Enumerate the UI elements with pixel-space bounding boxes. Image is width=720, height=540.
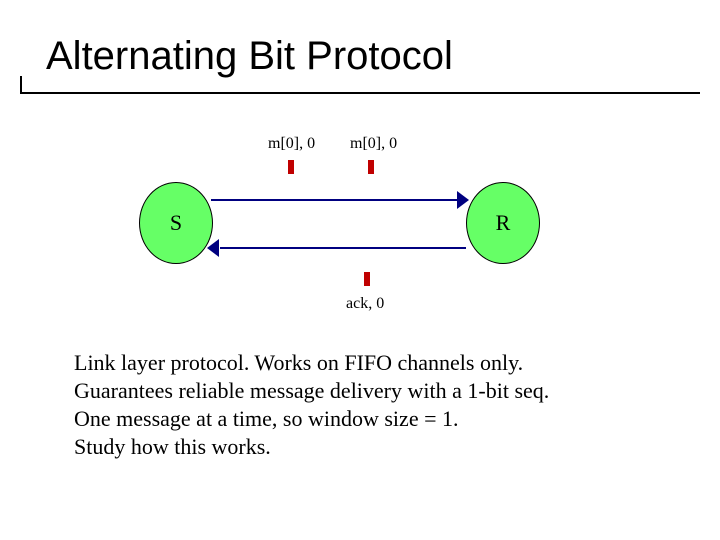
msg-label-top-right: m[0], 0 [350,135,397,153]
receiver-node: R [466,182,540,264]
msg-label-top-left: m[0], 0 [268,135,315,153]
tick-bottom [364,272,370,286]
tick-top-left [288,160,294,174]
forward-arrow-head [457,191,469,209]
body-line-1: Guarantees reliable message delivery wit… [74,378,549,404]
body-line-0: Link layer protocol. Works on FIFO chann… [74,350,523,376]
ack-label: ack, 0 [346,295,384,313]
tick-top-right [368,160,374,174]
title-underline [20,92,700,94]
body-line-2: One message at a time, so window size = … [74,406,458,432]
page-title: Alternating Bit Protocol [46,34,453,79]
sender-node-label: S [170,210,182,236]
receiver-node-label: R [496,210,511,236]
backward-arrow-line [220,247,466,249]
backward-arrow-head [207,239,219,257]
body-line-3: Study how this works. [74,434,271,460]
sender-node: S [139,182,213,264]
forward-arrow-line [211,199,457,201]
